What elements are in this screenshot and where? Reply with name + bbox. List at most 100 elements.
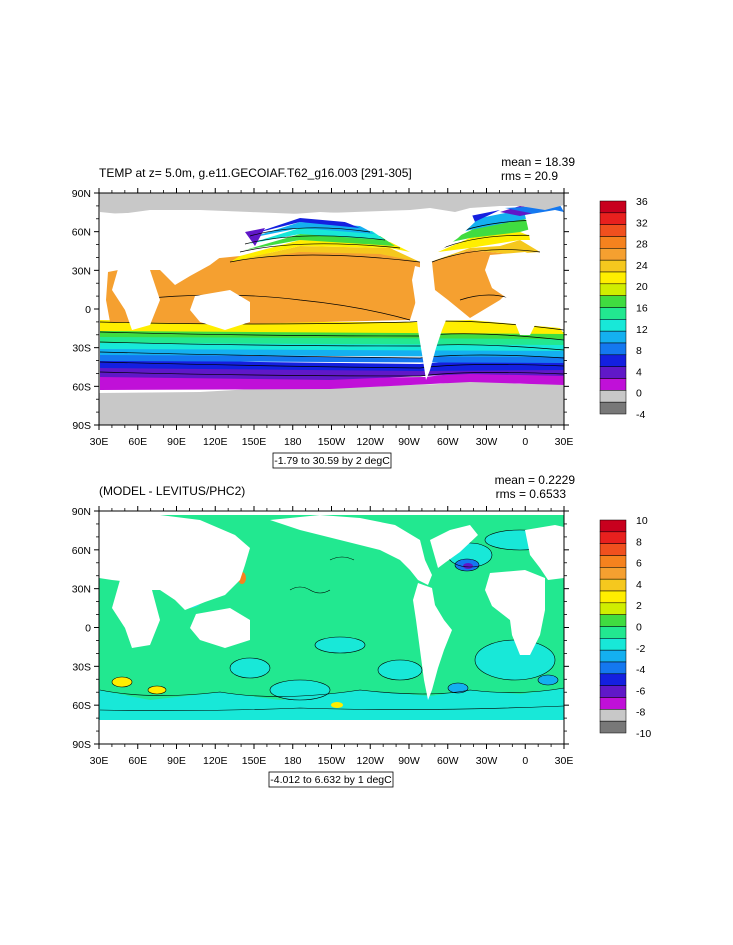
diff-colorbar-label: 2 [636, 600, 642, 612]
temp-title: TEMP at z= 5.0m, g.e11.GECOIAF.T62_g16.0… [99, 166, 412, 180]
temp-colorbar-box [599, 248, 627, 261]
diff-colorbar-box [599, 661, 627, 675]
diff-colorbar-box [599, 567, 627, 580]
temp-x-tick-label: 150W [318, 436, 346, 448]
temp-y-tick-label: 60S [72, 381, 91, 393]
diff-y-tick-label: 60S [72, 700, 91, 712]
temp-colorbar-label: 0 [636, 388, 642, 400]
diff-x-tick-label: 90E [167, 755, 186, 767]
temp-colorbar-box [599, 307, 627, 320]
temp-colorbar-box [599, 271, 627, 285]
temp-colorbar-box [599, 319, 627, 332]
temp-colorbar-box [599, 236, 627, 249]
temp-colorbar-box [599, 401, 627, 415]
diff-colorbar-label: -10 [636, 728, 651, 740]
temp-mean: mean = 18.39 [501, 155, 575, 169]
temp-panel: TEMP at z= 5.0m, g.e11.GECOIAF.T62_g16.0… [72, 155, 648, 469]
diff-colorbar-label: 10 [636, 515, 648, 527]
diff-colorbar-box [599, 673, 627, 686]
temp-colorbar-box [599, 354, 627, 367]
temp-rms: rms = 20.9 [501, 169, 558, 183]
temp-colorbar-box [599, 200, 627, 214]
temp-x-tick-label: 0 [522, 436, 528, 448]
diff-y-tick-label: 0 [85, 623, 91, 635]
temp-colorbar-label: 8 [636, 345, 642, 357]
temp-colorbar-label: 32 [636, 217, 648, 229]
diff-colorbar-label: -8 [636, 707, 645, 719]
diff-colorbar-box [599, 590, 627, 604]
temp-x-tick-label: 120W [357, 436, 385, 448]
diff-rms: rms = 0.6533 [496, 487, 567, 501]
diff-colorbar-label: -2 [636, 643, 645, 655]
diff-colorbar-box [599, 685, 627, 698]
temp-colorbar-box [599, 366, 627, 379]
temp-colorbar-box [599, 295, 627, 308]
diff-colorbar-box [599, 555, 627, 568]
diff-colorbar-box [599, 519, 627, 533]
temp-map-field [99, 193, 564, 425]
diff-x-tick-label: 120E [203, 755, 228, 767]
diff-x-tick-label: 30W [476, 755, 498, 767]
diff-colorbar: 10 8 6 4 2 0 -2 -4 -6 -8 -10 [599, 515, 651, 740]
diff-colorbar-box [599, 638, 627, 651]
diff-x-tick-label: 60E [128, 755, 147, 767]
temp-colorbar-label: 20 [636, 281, 648, 293]
diff-colorbar-box [599, 543, 627, 556]
diff-colorbar-label: -6 [636, 685, 645, 697]
diff-colorbar-label: 4 [636, 579, 642, 591]
temp-x-tick-label: 150E [242, 436, 267, 448]
diff-y-tick-label: 90N [72, 506, 91, 518]
temp-colorbar-label: 16 [636, 303, 648, 315]
diff-colorbar-label: 6 [636, 558, 642, 570]
temp-colorbar-box [599, 330, 627, 344]
diff-range-label: -4.012 to 6.632 by 1 degC [270, 774, 392, 786]
temp-y-tick-label: 30N [72, 265, 91, 277]
temp-y-axis: 90N 60N 30N 0 30S 60S 90S [72, 188, 569, 432]
diff-y-tick-label: 60N [72, 545, 91, 557]
temp-colorbar-box [599, 342, 627, 356]
diff-colorbar-box [599, 614, 627, 627]
diff-x-tick-label: 150E [242, 755, 267, 767]
temp-x-tick-label: 30E [555, 436, 574, 448]
temp-y-tick-label: 0 [85, 304, 91, 316]
temp-x-tick-label: 180 [284, 436, 302, 448]
diff-colorbar-box [599, 697, 627, 710]
diff-x-tick-label: 120W [357, 755, 385, 767]
diff-x-tick-label: 60W [437, 755, 459, 767]
temp-colorbar-box [599, 212, 627, 225]
diff-y-axis: 90N 60N 30N 0 30S 60S 90S [72, 506, 569, 751]
diff-x-axis: 30E 60E 90E 120E 150E 180 150W 120W 90W 60W 30W 0 30… [90, 506, 574, 767]
temp-colorbar-label: -4 [636, 409, 645, 421]
temp-x-tick-label: 30E [90, 436, 109, 448]
temp-x-tick-label: 90W [398, 436, 420, 448]
diff-colorbar-box [599, 602, 627, 615]
diff-mean: mean = 0.2229 [495, 473, 576, 487]
temp-y-tick-label: 30S [72, 343, 91, 355]
diff-colorbar-box [599, 709, 627, 722]
temp-y-tick-label: 60N [72, 227, 91, 239]
diff-panel: (MODEL - LEVITUS/PHC2) mean = 0.2229 rms… [72, 473, 651, 788]
temp-x-tick-label: 120E [203, 436, 228, 448]
temp-x-tick-label: 60E [128, 436, 147, 448]
diff-colorbar-label: -4 [636, 664, 645, 676]
diff-x-tick-label: 30E [90, 755, 109, 767]
temp-x-tick-label: 60W [437, 436, 459, 448]
diff-y-tick-label: 30S [72, 661, 91, 673]
diff-colorbar-box [599, 531, 627, 544]
diff-x-tick-label: 150W [318, 755, 346, 767]
temp-y-tick-label: 90S [72, 420, 91, 432]
temp-colorbar-box [599, 390, 627, 403]
temp-colorbar-label: 36 [636, 196, 648, 208]
temp-colorbar-label: 24 [636, 260, 648, 272]
temp-range-label: -1.79 to 30.59 by 2 degC [274, 455, 390, 467]
diff-x-tick-label: 30E [555, 755, 574, 767]
temp-x-tick-label: 90E [167, 436, 186, 448]
temp-colorbar-box [599, 378, 627, 391]
temp-x-tick-label: 30W [476, 436, 498, 448]
temp-colorbar-box [599, 259, 627, 273]
diff-land [99, 515, 564, 744]
temp-colorbar-label: 12 [636, 324, 648, 336]
diff-colorbar-box [599, 649, 627, 663]
diff-x-tick-label: 180 [284, 755, 302, 767]
